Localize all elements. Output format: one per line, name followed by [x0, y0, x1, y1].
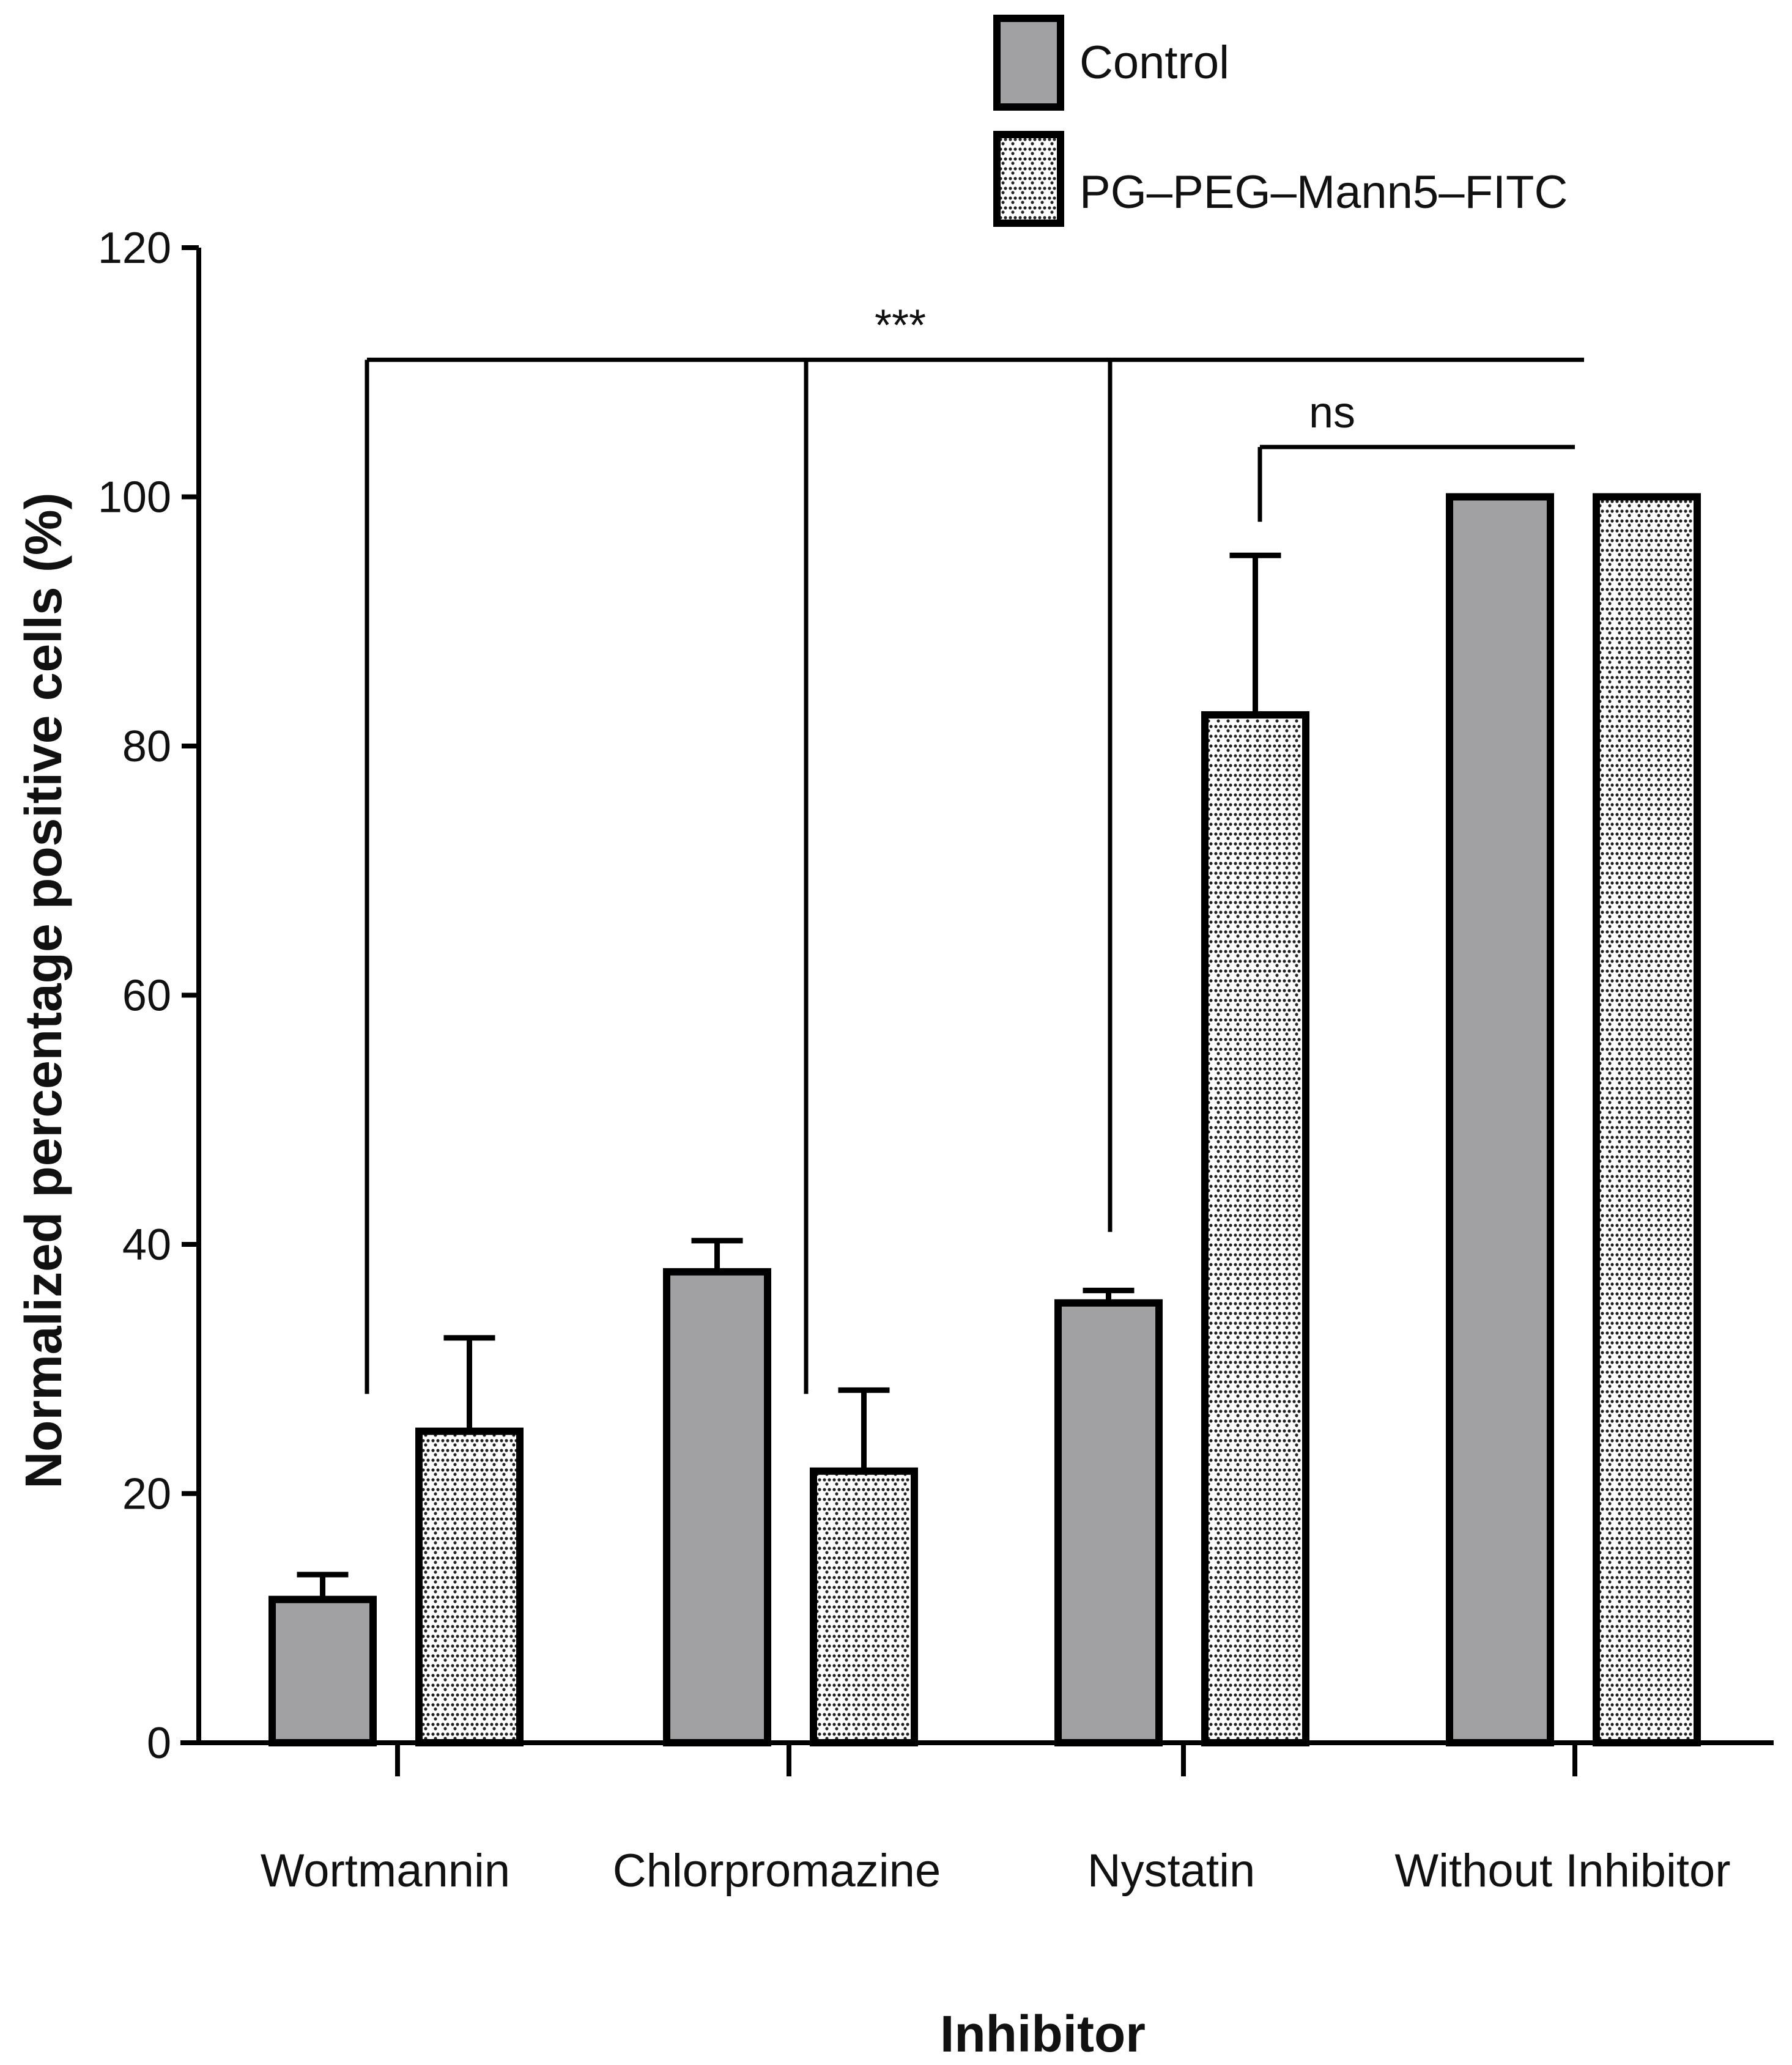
y-tick-label: 120	[98, 224, 171, 273]
y-tick-label: 60	[122, 972, 171, 1021]
category-label: Chlorpromazine	[613, 1845, 941, 1897]
x-ticks	[395, 1743, 1577, 1776]
x-axis-title: Inhibitor	[940, 2005, 1146, 2063]
y-tick-label: 0	[147, 1719, 171, 1768]
bar-control	[1446, 493, 1554, 1746]
legend-label-control: Control	[1079, 37, 1229, 89]
legend-swatch-control	[993, 15, 1064, 111]
category-label: Nystatin	[1087, 1845, 1256, 1897]
legend-swatch-conjugate	[993, 131, 1064, 227]
y-ticks	[182, 245, 199, 1745]
error-bars	[297, 552, 1281, 1600]
bar-control	[1054, 1299, 1163, 1746]
significance-brackets	[365, 357, 1584, 1394]
bar-conjugate	[415, 1427, 524, 1746]
bar-control	[268, 1595, 377, 1746]
category-label: Without Inhibitor	[1394, 1845, 1730, 1897]
bar-control	[663, 1268, 771, 1746]
y-axis-title: Normalized percentage positive cells (%)	[15, 492, 72, 1488]
significance-label-stars: ***	[875, 301, 926, 350]
y-tick-label: 100	[98, 473, 171, 522]
y-tick-label: 20	[122, 1470, 171, 1519]
bar-conjugate	[810, 1467, 918, 1746]
significance-label-ns: ns	[1309, 388, 1355, 437]
y-tick-labels: 0 20 40 60 80 100 120	[98, 224, 171, 1768]
category-labels: Wortmannin Chlorpromazine Nystatin Without …	[261, 1845, 1731, 1897]
bar-conjugate	[1593, 493, 1701, 1746]
bar-conjugate	[1201, 711, 1309, 1746]
y-tick-label: 40	[122, 1221, 171, 1269]
legend: Control PG–PEG–Mann5–FITC	[993, 15, 1568, 227]
y-tick-label: 80	[122, 722, 171, 771]
bars	[268, 493, 1701, 1746]
legend-label-conjugate: PG–PEG–Mann5–FITC	[1079, 166, 1568, 218]
category-label: Wortmannin	[261, 1845, 510, 1897]
